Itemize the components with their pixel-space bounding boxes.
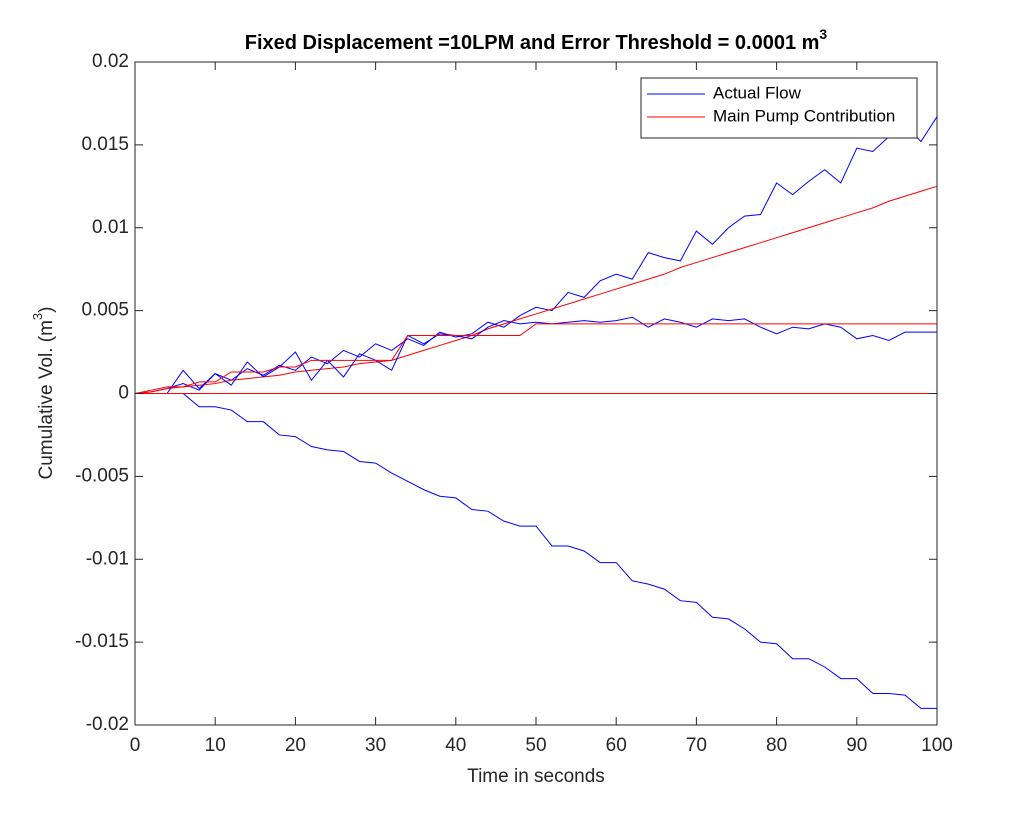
x-tick-label: 20: [285, 735, 306, 756]
legend: Actual Flow Main Pump Contribution: [640, 77, 918, 139]
x-tick-label: 10: [205, 735, 226, 756]
series-line: [134, 116, 938, 394]
x-tick-label: 40: [445, 735, 466, 756]
series-line: [134, 185, 938, 394]
series-line: [135, 393, 937, 709]
y-tick-label: -0.005: [75, 465, 129, 486]
ylabel-superscript: 3: [30, 313, 45, 320]
title-superscript: 3: [819, 26, 827, 42]
y-tick-label: 0.015: [81, 134, 129, 155]
x-tick-label: 60: [606, 735, 627, 756]
x-tick-label: 100: [921, 735, 953, 756]
x-axis-label: Time in seconds: [467, 766, 605, 787]
legend-label: Main Pump Contribution: [713, 106, 895, 125]
x-tick-label: 90: [846, 735, 867, 756]
y-tick-label: -0.015: [75, 631, 129, 652]
x-tick-label: 80: [766, 735, 787, 756]
y-tick-label: 0.02: [92, 51, 129, 72]
y-tick-label: 0.005: [81, 300, 129, 321]
ylabel-text: Cumulative Vol. (m: [36, 320, 57, 479]
y-tick-label: 0.01: [92, 217, 129, 238]
chart-title: Fixed Displacement =10LPM and Error Thre…: [245, 26, 828, 55]
y-tick-label: -0.02: [86, 714, 129, 735]
legend-label: Actual Flow: [713, 83, 802, 102]
y-tick-label: 0: [118, 383, 129, 404]
x-tick-label: 0: [130, 735, 141, 756]
title-text: Fixed Displacement =10LPM and Error Thre…: [245, 32, 820, 54]
x-tick-label: 70: [686, 735, 707, 756]
legend-box: [640, 77, 918, 139]
ylabel-text-end: ): [36, 306, 57, 312]
series-line: [134, 323, 937, 394]
x-tick-label: 50: [525, 735, 546, 756]
x-tick-label: 30: [365, 735, 386, 756]
y-axis-label: Cumulative Vol. (m3): [30, 306, 57, 479]
y-tick-label: -0.01: [86, 548, 129, 569]
series-line: [135, 316, 937, 394]
